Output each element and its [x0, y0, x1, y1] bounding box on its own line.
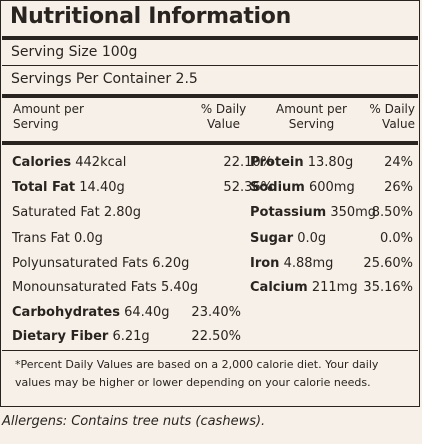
nutrient-amount: 6.21g — [108, 329, 150, 344]
footnote: *Percent Daily Values are based on a 2,0… — [15, 358, 379, 389]
nutrient-amount: 6.20g — [148, 256, 190, 271]
nutrient-daily-value: 26% — [384, 180, 413, 195]
nutrient-amount: 4.88mg — [279, 256, 334, 271]
nutrient-amount: 5.40g — [156, 280, 199, 295]
nutrient-daily-value: 0.0% — [379, 231, 413, 246]
nutrient-name: Total Fat — [12, 180, 76, 195]
nutrition-label: Nutritional Information Serving Size 100… — [0, 0, 420, 407]
serving-size: Serving Size 100g — [11, 44, 138, 60]
nutrient-daily-value: 8.50% — [371, 205, 413, 220]
nutrient-amount: 211mg — [307, 280, 358, 295]
nutrient-row: Sugar 0.0g — [250, 230, 326, 248]
nutrient-daily-value: 25.60% — [363, 256, 413, 271]
nutrient-name: Iron — [250, 256, 280, 271]
nutrient-row: Polyunsaturated Fats 6.20g — [12, 255, 189, 273]
header-amount-left: Amount per Serving — [13, 102, 84, 131]
nutrient-name: Sugar — [250, 231, 294, 246]
header-dv-left: % Daily Value — [200, 102, 247, 131]
nutrient-daily-value: 24% — [384, 155, 413, 170]
nutrient-amount: 442kcal — [71, 155, 127, 170]
title-divider — [2, 36, 418, 40]
nutrient-amount: 2.80g — [99, 205, 142, 220]
nutrient-amount: 13.80g — [303, 155, 354, 170]
nutrient-daily-value: 23.40% — [191, 305, 241, 320]
nutrient-row: Sodium 600mg — [250, 179, 355, 197]
nutrient-name: Calcium — [250, 280, 308, 295]
nutrient-name: Carbohydrates — [12, 305, 120, 320]
nutrient-amount: 64.40g — [119, 305, 170, 320]
label-title: Nutritional Information — [10, 4, 291, 29]
nutrient-row: Potassium 350mg — [250, 204, 376, 222]
header-dv-right: % Daily Value — [369, 102, 415, 131]
nutrient-row: Iron 4.88mg — [250, 255, 333, 273]
nutrient-row: Total Fat 14.40g — [12, 179, 125, 197]
servings-divider — [2, 94, 418, 98]
nutrient-name: Potassium — [250, 205, 327, 220]
nutrient-row: Carbohydrates 64.40g — [12, 304, 170, 322]
nutrient-name: Protein — [250, 155, 304, 170]
nutrient-row: Protein 13.80g — [250, 154, 353, 172]
nutrient-amount: 350mg — [326, 205, 377, 220]
nutrient-name: Polyunsaturated Fats — [12, 256, 149, 271]
nutrient-row: Saturated Fat 2.80g — [12, 204, 141, 222]
nutrient-amount: 0.0g — [69, 231, 103, 246]
header-divider — [2, 141, 418, 145]
nutrient-row: Dietary Fiber 6.21g — [12, 328, 150, 346]
servings-per-container: Servings Per Container 2.5 — [11, 71, 198, 87]
nutrient-row: Monounsaturated Fats 5.40g — [12, 279, 198, 297]
serving-divider — [2, 65, 418, 66]
nutrient-row: Trans Fat 0.0g — [12, 230, 103, 248]
nutrient-row: Calcium 211mg — [250, 279, 358, 297]
nutrient-name: Trans Fat — [12, 231, 70, 246]
allergens-statement: Allergens: Contains tree nuts (cashews). — [2, 414, 266, 429]
nutrient-daily-value: 35.16% — [363, 280, 413, 295]
nutrient-name: Sodium — [250, 180, 305, 195]
nutrient-amount: 14.40g — [75, 180, 125, 195]
nutrient-name: Saturated Fat — [12, 205, 100, 220]
nutrient-daily-value: 52.36% — [223, 180, 273, 195]
nutrient-name: Dietary Fiber — [12, 329, 109, 344]
nutrient-amount: 600mg — [304, 180, 355, 195]
footnote-divider — [2, 350, 418, 351]
nutrient-daily-value: 22.10% — [223, 155, 273, 170]
header-amount-right: Amount per Serving — [276, 102, 347, 131]
nutrient-row: Calories 442kcal — [12, 154, 126, 172]
nutrient-amount: 0.0g — [293, 231, 327, 246]
nutrient-name: Calories — [12, 155, 72, 170]
nutrient-daily-value: 22.50% — [191, 329, 241, 344]
nutrient-name: Monounsaturated Fats — [12, 280, 157, 295]
